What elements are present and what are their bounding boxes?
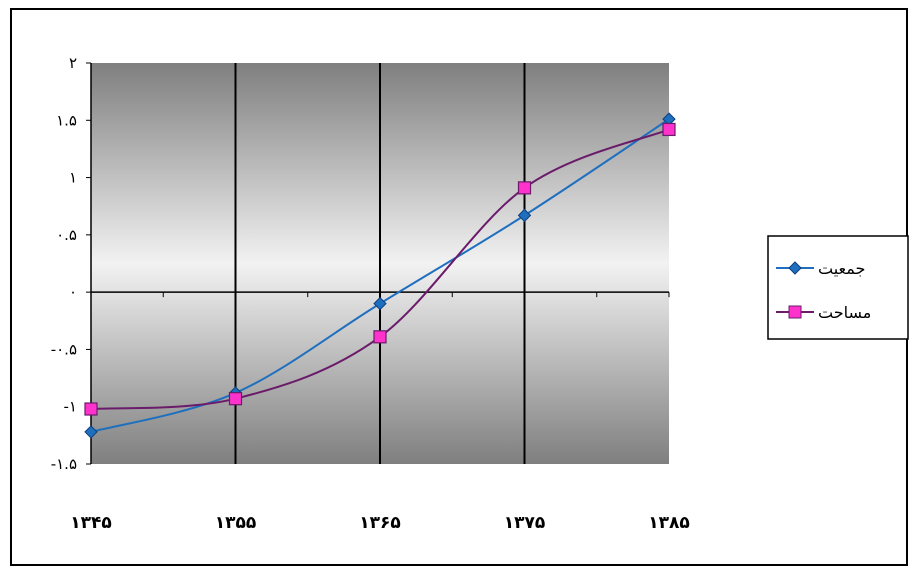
legend-marker-area	[788, 305, 802, 319]
axes	[90, 63, 670, 464]
x-tick-label-2: ۱۳۶۵	[359, 513, 401, 533]
series-1-point-0	[84, 402, 98, 416]
y-tick-label-4: ۰	[69, 283, 77, 301]
x-axis-ticks: ۱۳۴۵ ۱۳۵۵ ۱۳۶۵ ۱۳۷۵ ۱۳۸۵	[70, 513, 690, 533]
x-tick-label-4: ۱۳۸۵	[648, 513, 690, 533]
y-axis-ticks: ۲ ۱.۵ ۱ ۰.۵ ۰ -۰.۵ -۱ -۱.۵	[51, 54, 91, 473]
y-tick-label-5: -۰.۵	[51, 340, 77, 358]
series-1	[84, 122, 676, 416]
series-1-point-4	[662, 122, 676, 137]
series-0-point-3	[517, 208, 532, 223]
y-tick-label-6: -۱	[64, 398, 77, 416]
x-tick-label-0: ۱۳۴۵	[70, 513, 112, 533]
series-layer	[84, 112, 676, 439]
series-0-point-0	[84, 425, 98, 439]
series-0	[84, 112, 676, 439]
series-1-point-2	[373, 330, 387, 344]
x-tick-label-3: ۱۳۷۵	[504, 513, 546, 533]
x-tick-label-1: ۱۳۵۵	[215, 513, 257, 533]
legend-label-area: مساحت	[818, 303, 871, 322]
series-0-point-2	[373, 296, 387, 311]
legend-box	[767, 235, 909, 340]
y-tick-label-1: ۱.۵	[56, 111, 77, 129]
series-1-point-1	[228, 392, 243, 406]
y-tick-label-3: ۰.۵	[56, 226, 77, 244]
series-1-point-3	[517, 181, 532, 195]
y-tick-label-7: -۱.۵	[51, 455, 77, 473]
y-tick-label-0: ۲	[69, 54, 77, 72]
legend-marker-population	[788, 261, 802, 275]
legend: جمعیت مساحت	[767, 235, 909, 340]
legend-label-population: جمعیت	[818, 259, 865, 278]
y-tick-label-2: ۱	[69, 169, 77, 187]
